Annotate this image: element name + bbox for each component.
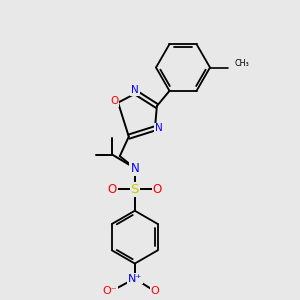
Text: O: O <box>153 183 162 196</box>
Text: N: N <box>155 123 162 134</box>
Text: O: O <box>110 96 118 106</box>
Text: N: N <box>130 162 139 175</box>
Text: N: N <box>131 85 139 95</box>
Text: O⁻: O⁻ <box>103 286 117 296</box>
Text: N⁺: N⁺ <box>128 274 142 284</box>
Text: O: O <box>108 183 117 196</box>
Text: CH₃: CH₃ <box>235 58 249 68</box>
Text: O: O <box>151 286 159 296</box>
Text: S: S <box>130 183 139 196</box>
